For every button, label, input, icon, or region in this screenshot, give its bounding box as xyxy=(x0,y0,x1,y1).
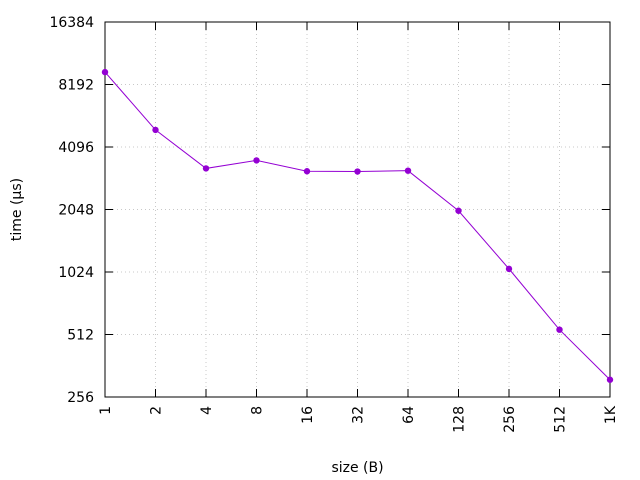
data-point xyxy=(152,126,159,134)
x-tick-label: 64 xyxy=(401,406,417,424)
data-point xyxy=(606,376,614,383)
x-tick-label: 512 xyxy=(553,406,569,433)
data-point xyxy=(354,168,361,175)
y-tick-label: 8192 xyxy=(58,78,94,94)
x-tick-label: 1 xyxy=(98,406,114,415)
data-point xyxy=(455,207,462,214)
x-tick-label: 256 xyxy=(502,406,518,433)
data-point xyxy=(505,265,513,273)
x-tick-label: 32 xyxy=(351,406,367,424)
y-tick-label: 1024 xyxy=(58,265,94,281)
data-point xyxy=(303,168,311,175)
y-tick-labels: 256 512 1024 2048 4096 8192 16384 xyxy=(49,15,94,406)
y-tick-label: 2048 xyxy=(58,203,94,219)
y-axis-title: time (µs) xyxy=(9,178,25,241)
y-tick-label: 256 xyxy=(67,390,94,406)
x-axis-title: size (B) xyxy=(331,460,383,476)
x-tick-label: 8 xyxy=(250,406,266,415)
x-tick-label: 4 xyxy=(199,406,215,415)
x-tick-label: 1K xyxy=(603,405,619,424)
x-tick-label: 128 xyxy=(452,406,468,433)
x-tick-label: 16 xyxy=(300,406,316,424)
data-point xyxy=(404,167,412,174)
data-point xyxy=(202,165,210,172)
x-tick-labels: 1 2 4 8 16 32 64 128 256 512 1K xyxy=(98,405,619,433)
y-tick-label: 4096 xyxy=(58,140,94,156)
data-point xyxy=(253,157,260,164)
data-point xyxy=(101,68,109,76)
data-point xyxy=(556,326,563,333)
grid-lines xyxy=(105,22,610,397)
axis-ticks xyxy=(104,21,611,398)
y-tick-label: 16384 xyxy=(49,15,94,31)
x-tick-label: 2 xyxy=(149,406,165,415)
y-tick-label: 512 xyxy=(67,328,94,344)
data-series xyxy=(101,68,614,383)
